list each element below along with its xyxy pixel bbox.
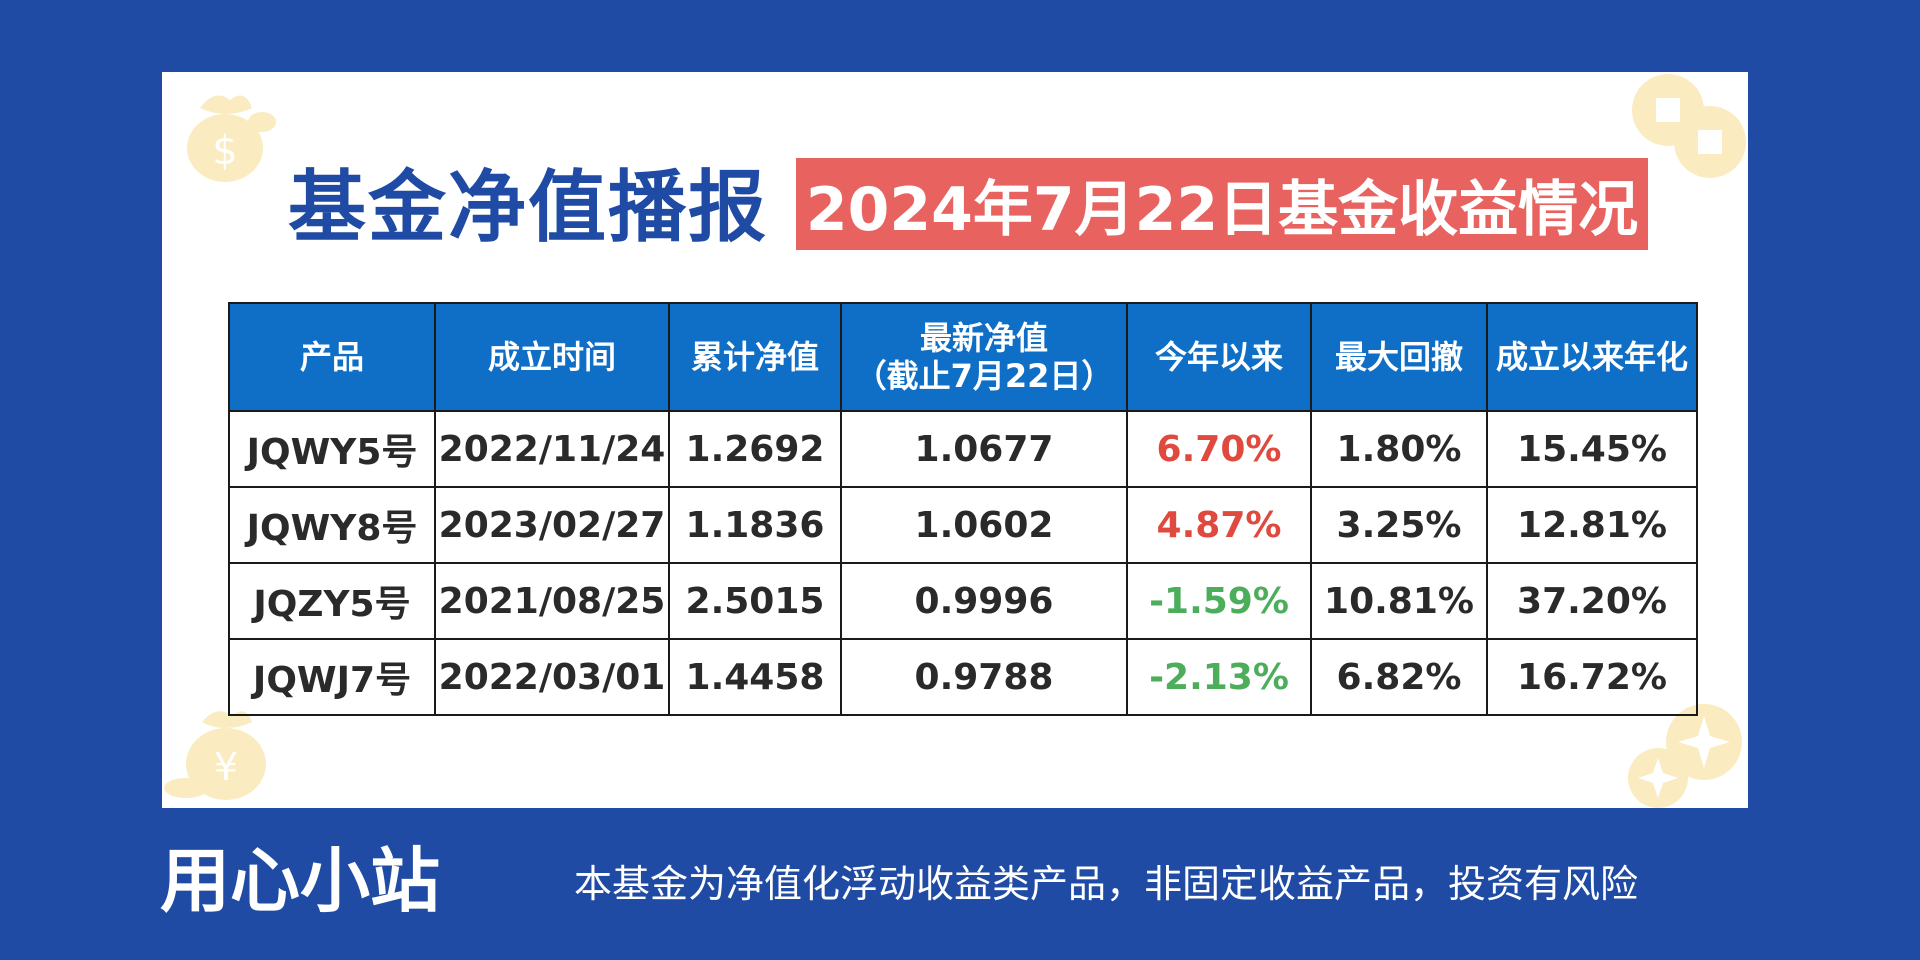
money-bag-icon: $: [187, 95, 276, 182]
header-ytd: 今年以来: [1126, 302, 1312, 412]
risk-disclaimer: 本基金为净值化浮动收益类产品，非固定收益产品，投资有风险: [574, 862, 1639, 906]
header-annualized: 成立以来年化: [1486, 302, 1698, 412]
cell-cumulative-nav: 1.2692: [668, 410, 842, 488]
cell-product: JQWY5号: [228, 410, 436, 488]
cell-product: JQWJ7号: [228, 638, 436, 716]
header-latest-nav: 最新净值 （截止7月22日）: [840, 302, 1128, 412]
cell-ytd: -2.13%: [1126, 638, 1312, 716]
cell-ytd: -1.59%: [1126, 562, 1312, 640]
table-row: JQZY5号 2021/08/25 2.5015 0.9996 -1.59% 1…: [228, 562, 1698, 640]
cell-annualized: 15.45%: [1486, 410, 1698, 488]
cell-max-drawdown: 10.81%: [1310, 562, 1488, 640]
table-header-row: 产品 成立时间 累计净值 最新净值 （截止7月22日） 今年以来 最大回撤 成立…: [228, 302, 1698, 412]
cell-annualized: 16.72%: [1486, 638, 1698, 716]
cell-latest-nav: 1.0677: [840, 410, 1128, 488]
date-banner: 2024年7月22日基金收益情况: [796, 158, 1648, 250]
cell-latest-nav: 1.0602: [840, 486, 1128, 564]
cell-ytd: 6.70%: [1126, 410, 1312, 488]
cell-latest-nav: 0.9996: [840, 562, 1128, 640]
table-row: JQWY8号 2023/02/27 1.1836 1.0602 4.87% 3.…: [228, 486, 1698, 564]
cell-established: 2023/02/27: [434, 486, 670, 564]
cell-established: 2022/03/01: [434, 638, 670, 716]
brand-name: 用心小站: [160, 840, 440, 922]
cell-max-drawdown: 3.25%: [1310, 486, 1488, 564]
cell-product: JQZY5号: [228, 562, 436, 640]
table-row: JQWY5号 2022/11/24 1.2692 1.0677 6.70% 1.…: [228, 410, 1698, 488]
coin-icon: [1632, 74, 1746, 178]
cell-cumulative-nav: 1.4458: [668, 638, 842, 716]
header-product: 产品: [228, 302, 436, 412]
cell-max-drawdown: 6.82%: [1310, 638, 1488, 716]
cell-established: 2022/11/24: [434, 410, 670, 488]
cell-ytd: 4.87%: [1126, 486, 1312, 564]
header-established: 成立时间: [434, 302, 670, 412]
cell-product: JQWY8号: [228, 486, 436, 564]
cell-established: 2021/08/25: [434, 562, 670, 640]
table-row: JQWJ7号 2022/03/01 1.4458 0.9788 -2.13% 6…: [228, 638, 1698, 716]
report-card: $ ¥ 基金净值播报 2024年7月22日基金收益情况: [162, 72, 1748, 808]
cell-cumulative-nav: 2.5015: [668, 562, 842, 640]
cell-max-drawdown: 1.80%: [1310, 410, 1488, 488]
page-title: 基金净值播报: [288, 163, 769, 253]
cell-cumulative-nav: 1.1836: [668, 486, 842, 564]
cell-annualized: 12.81%: [1486, 486, 1698, 564]
fund-table: 产品 成立时间 累计净值 最新净值 （截止7月22日） 今年以来 最大回撤 成立…: [228, 302, 1698, 716]
money-bag-icon: ¥: [164, 711, 266, 800]
coin-icon: [1628, 704, 1742, 808]
cell-annualized: 37.20%: [1486, 562, 1698, 640]
header-max-drawdown: 最大回撤: [1310, 302, 1488, 412]
header-cumulative-nav: 累计净值: [668, 302, 842, 412]
svg-text:$: $: [212, 128, 237, 174]
svg-text:¥: ¥: [214, 745, 238, 789]
cell-latest-nav: 0.9788: [840, 638, 1128, 716]
